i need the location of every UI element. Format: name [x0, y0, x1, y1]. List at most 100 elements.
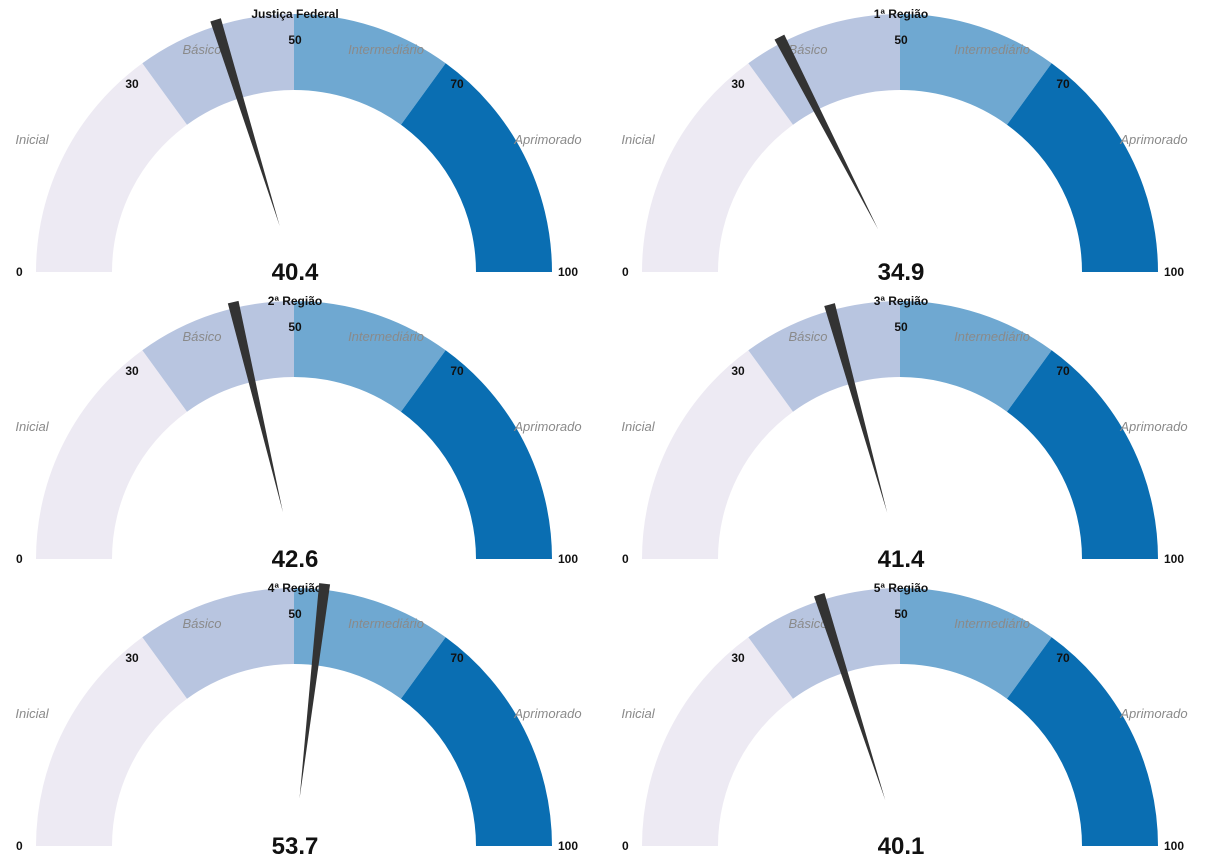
tick-label-100: 100: [558, 552, 578, 566]
gauge-needle: [227, 300, 283, 513]
gauge-title: Justiça Federal: [251, 7, 338, 21]
gauge-band-aprimorado: [1006, 63, 1158, 272]
gauge-band-intermedi-rio: [900, 588, 1052, 699]
tick-label-0: 0: [16, 265, 23, 279]
gauge-band-inicial: [36, 637, 188, 846]
gauge-justica-federal: Justiça Federal Inicial Básico Intermediári…: [6, 0, 606, 287]
gauge-value-label: 42.6: [272, 546, 319, 573]
tick-label-30: 30: [731, 651, 745, 665]
band-label-inicial: Inicial: [15, 132, 49, 147]
tick-label-100: 100: [1164, 265, 1184, 279]
band-label-aprimorado: Aprimorado: [513, 132, 581, 147]
gauge-svg: Justiça Federal Inicial Básico Intermediári…: [15, 7, 581, 286]
gauge-band-b-sico: [748, 301, 900, 412]
gauge-needle: [824, 303, 888, 513]
tick-label-70: 70: [1056, 364, 1070, 378]
tick-label-0: 0: [16, 839, 23, 853]
gauge-band-b-sico: [142, 14, 294, 125]
tick-label-50: 50: [894, 33, 908, 47]
gauge-3-regiao: 3ª Região Inicial Básico Intermediário Aprim…: [612, 287, 1212, 574]
band-label-intermedi-rio: Intermediário: [348, 42, 424, 57]
band-label-intermedi-rio: Intermediário: [348, 329, 424, 344]
gauge-title: 1ª Região: [874, 7, 928, 21]
tick-label-0: 0: [622, 839, 629, 853]
gauge-band-inicial: [642, 63, 794, 272]
tick-label-70: 70: [1056, 651, 1070, 665]
gauge-band-aprimorado: [1006, 350, 1158, 559]
band-label-intermedi-rio: Intermediário: [954, 42, 1030, 57]
gauge-needle: [210, 18, 280, 227]
gauge-svg: 5ª Região Inicial Básico Intermediário Aprim…: [621, 581, 1187, 860]
band-label-aprimorado: Aprimorado: [1119, 706, 1187, 721]
gauge-value-label: 40.4: [272, 259, 319, 286]
tick-label-0: 0: [16, 552, 23, 566]
tick-label-0: 0: [622, 265, 629, 279]
band-label-inicial: Inicial: [621, 132, 655, 147]
band-label-intermedi-rio: Intermediário: [954, 329, 1030, 344]
band-label-inicial: Inicial: [15, 419, 49, 434]
tick-label-30: 30: [125, 651, 139, 665]
gauge-band-intermedi-rio: [900, 14, 1052, 125]
band-label-intermedi-rio: Intermediário: [954, 616, 1030, 631]
tick-label-30: 30: [125, 77, 139, 91]
gauge-5-regiao: 5ª Região Inicial Básico Intermediário Aprim…: [612, 574, 1212, 861]
band-label-b-sico: Básico: [788, 616, 827, 631]
gauge-svg: 2ª Região Inicial Básico Intermediário Aprim…: [15, 294, 581, 573]
band-label-aprimorado: Aprimorado: [513, 706, 581, 721]
band-label-b-sico: Básico: [182, 42, 221, 57]
gauge-svg: 1ª Região Inicial Básico Intermediário Aprim…: [621, 7, 1187, 286]
gauge-svg: 3ª Região Inicial Básico Intermediário Aprim…: [621, 294, 1187, 573]
tick-label-100: 100: [1164, 552, 1184, 566]
gauge-value-label: 53.7: [272, 833, 319, 860]
gauge-needle: [774, 34, 879, 230]
gauge-value-label: 34.9: [878, 259, 925, 286]
gauge-needle: [813, 592, 886, 801]
gauge-band-inicial: [642, 350, 794, 559]
gauge-needle: [299, 583, 331, 799]
gauge-band-aprimorado: [400, 637, 552, 846]
tick-label-50: 50: [894, 320, 908, 334]
gauge-title: 4ª Região: [268, 581, 322, 595]
gauge-band-intermedi-rio: [294, 301, 446, 412]
band-label-inicial: Inicial: [621, 706, 655, 721]
gauge-band-aprimorado: [400, 350, 552, 559]
tick-label-100: 100: [558, 265, 578, 279]
gauge-band-aprimorado: [400, 63, 552, 272]
band-label-aprimorado: Aprimorado: [1119, 419, 1187, 434]
tick-label-70: 70: [450, 77, 464, 91]
gauge-band-inicial: [642, 637, 794, 846]
band-label-b-sico: Básico: [788, 329, 827, 344]
tick-label-70: 70: [1056, 77, 1070, 91]
gauge-title: 3ª Região: [874, 294, 928, 308]
tick-label-50: 50: [288, 607, 302, 621]
gauge-1-regiao: 1ª Região Inicial Básico Intermediário Aprim…: [612, 0, 1212, 287]
gauge-band-inicial: [36, 63, 188, 272]
gauge-band-aprimorado: [1006, 637, 1158, 846]
tick-label-0: 0: [622, 552, 629, 566]
band-label-b-sico: Básico: [182, 329, 221, 344]
band-label-b-sico: Básico: [788, 42, 827, 57]
gauge-value-label: 41.4: [878, 546, 925, 573]
tick-label-50: 50: [894, 607, 908, 621]
tick-label-70: 70: [450, 364, 464, 378]
tick-label-70: 70: [450, 651, 464, 665]
band-label-b-sico: Básico: [182, 616, 221, 631]
gauge-title: 2ª Região: [268, 294, 322, 308]
gauge-band-intermedi-rio: [900, 301, 1052, 412]
gauge-2-regiao: 2ª Região Inicial Básico Intermediário Aprim…: [6, 287, 606, 574]
tick-label-100: 100: [1164, 839, 1184, 853]
gauge-band-intermedi-rio: [294, 14, 446, 125]
band-label-inicial: Inicial: [15, 706, 49, 721]
tick-label-30: 30: [731, 77, 745, 91]
gauge-title: 5ª Região: [874, 581, 928, 595]
band-label-intermedi-rio: Intermediário: [348, 616, 424, 631]
band-label-inicial: Inicial: [621, 419, 655, 434]
band-label-aprimorado: Aprimorado: [1119, 132, 1187, 147]
gauge-band-b-sico: [142, 301, 294, 412]
gauge-band-inicial: [36, 350, 188, 559]
gauge-svg: 4ª Região Inicial Básico Intermediário Aprim…: [15, 581, 581, 860]
tick-label-30: 30: [731, 364, 745, 378]
gauge-4-regiao: 4ª Região Inicial Básico Intermediário Aprim…: [6, 574, 606, 861]
tick-label-50: 50: [288, 320, 302, 334]
tick-label-50: 50: [288, 33, 302, 47]
